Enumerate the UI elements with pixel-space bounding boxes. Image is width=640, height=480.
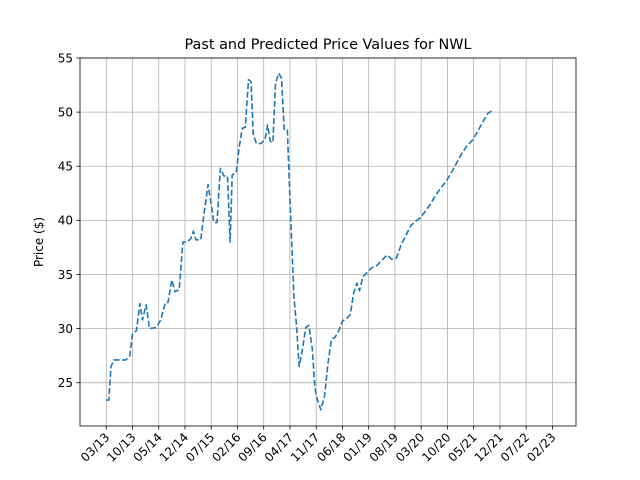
series-group xyxy=(106,72,494,411)
y-tick-label: 45 xyxy=(58,160,73,174)
series-line xyxy=(106,72,494,411)
y-tick-label: 25 xyxy=(58,376,73,390)
y-tick-label: 30 xyxy=(58,322,73,336)
grid xyxy=(80,57,576,426)
y-tick-label: 55 xyxy=(58,51,73,65)
plot-frame xyxy=(79,57,577,427)
y-tick-label: 50 xyxy=(58,105,73,119)
y-tick-label: 35 xyxy=(58,268,73,282)
y-ticks: 25 30 35 40 45 50 55 xyxy=(58,51,80,390)
y-axis-label: Price ($) xyxy=(32,217,46,267)
chart-title: Past and Predicted Price Values for NWL xyxy=(185,37,472,53)
y-tick-label: 40 xyxy=(58,214,73,228)
